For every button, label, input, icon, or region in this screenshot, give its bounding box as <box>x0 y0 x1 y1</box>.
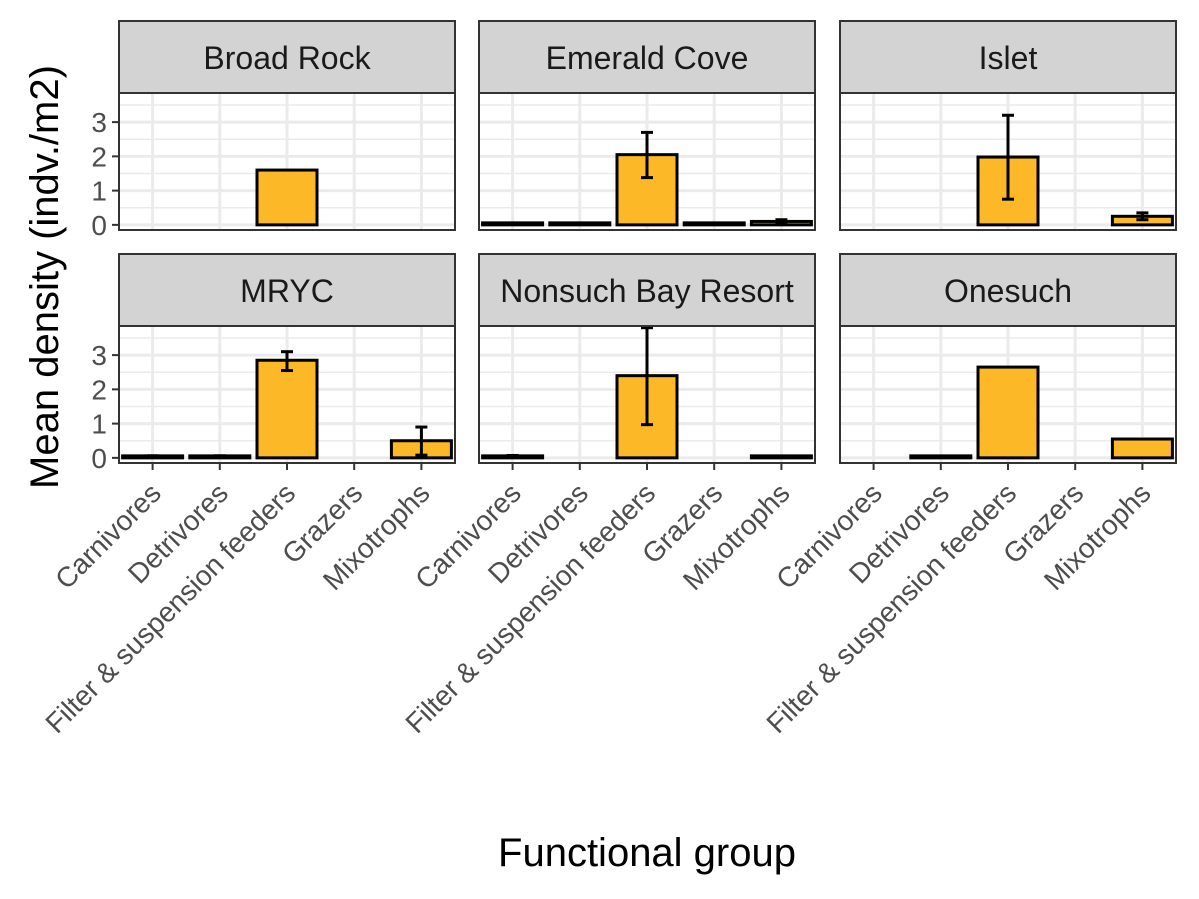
error-bar <box>1002 113 1014 201</box>
bar-filter-suspension-feeders <box>976 365 1040 460</box>
facet-strip <box>118 253 456 327</box>
facet-strip <box>478 253 816 327</box>
y-tick-label: 0 <box>91 210 107 241</box>
y-tick-label: 3 <box>91 340 107 371</box>
panel-border <box>478 92 816 231</box>
facet-panel: Emerald Cove <box>478 20 816 231</box>
facet-strip-label: Emerald Cove <box>546 40 749 76</box>
facet-strip-label: Islet <box>979 40 1038 76</box>
y-tick-label: 1 <box>91 176 107 207</box>
y-axis-title: Mean density (indv./m2) <box>23 65 67 489</box>
error-bar <box>573 222 586 227</box>
error-bar <box>775 218 788 225</box>
error-bar <box>775 454 788 460</box>
y-tick-label: 2 <box>91 141 107 172</box>
panel-border <box>118 92 456 231</box>
facet-strip <box>839 20 1177 94</box>
bar-filter-suspension-feeders <box>615 153 679 227</box>
error-bar <box>1136 211 1149 222</box>
error-bar <box>506 453 519 459</box>
facet-panel: Broad Rock 01 23 <box>91 20 456 241</box>
x-axis-title: Functional group <box>498 831 796 875</box>
y-tick-label: 2 <box>91 374 107 405</box>
error-bar <box>506 221 519 226</box>
facet-panel: Islet <box>839 20 1177 231</box>
facet-strip-label: MRYC <box>240 273 334 309</box>
panel-border <box>839 92 1177 231</box>
y-tick-label: 3 <box>91 107 107 138</box>
error-bar <box>281 350 293 373</box>
y-tick-label: 0 <box>91 443 107 474</box>
error-bar <box>415 425 428 457</box>
facet-strip-label: Onesuch <box>944 273 1072 309</box>
error-bar <box>708 222 721 227</box>
bar-filter-suspension-feeders <box>255 358 319 460</box>
facet-strip-label: Broad Rock <box>203 40 371 76</box>
error-bar <box>641 130 653 180</box>
error-bar <box>641 326 653 427</box>
facet-strip <box>118 20 456 94</box>
bar-filter-suspension-feeders <box>255 168 319 227</box>
error-bar <box>213 454 226 459</box>
bar-mixotrophs <box>1110 437 1174 460</box>
error-bar <box>146 454 159 459</box>
y-tick-label: 1 <box>91 409 107 440</box>
bar-detrivores <box>909 454 973 460</box>
facet-strip-label: Nonsuch Bay Resort <box>500 273 794 309</box>
